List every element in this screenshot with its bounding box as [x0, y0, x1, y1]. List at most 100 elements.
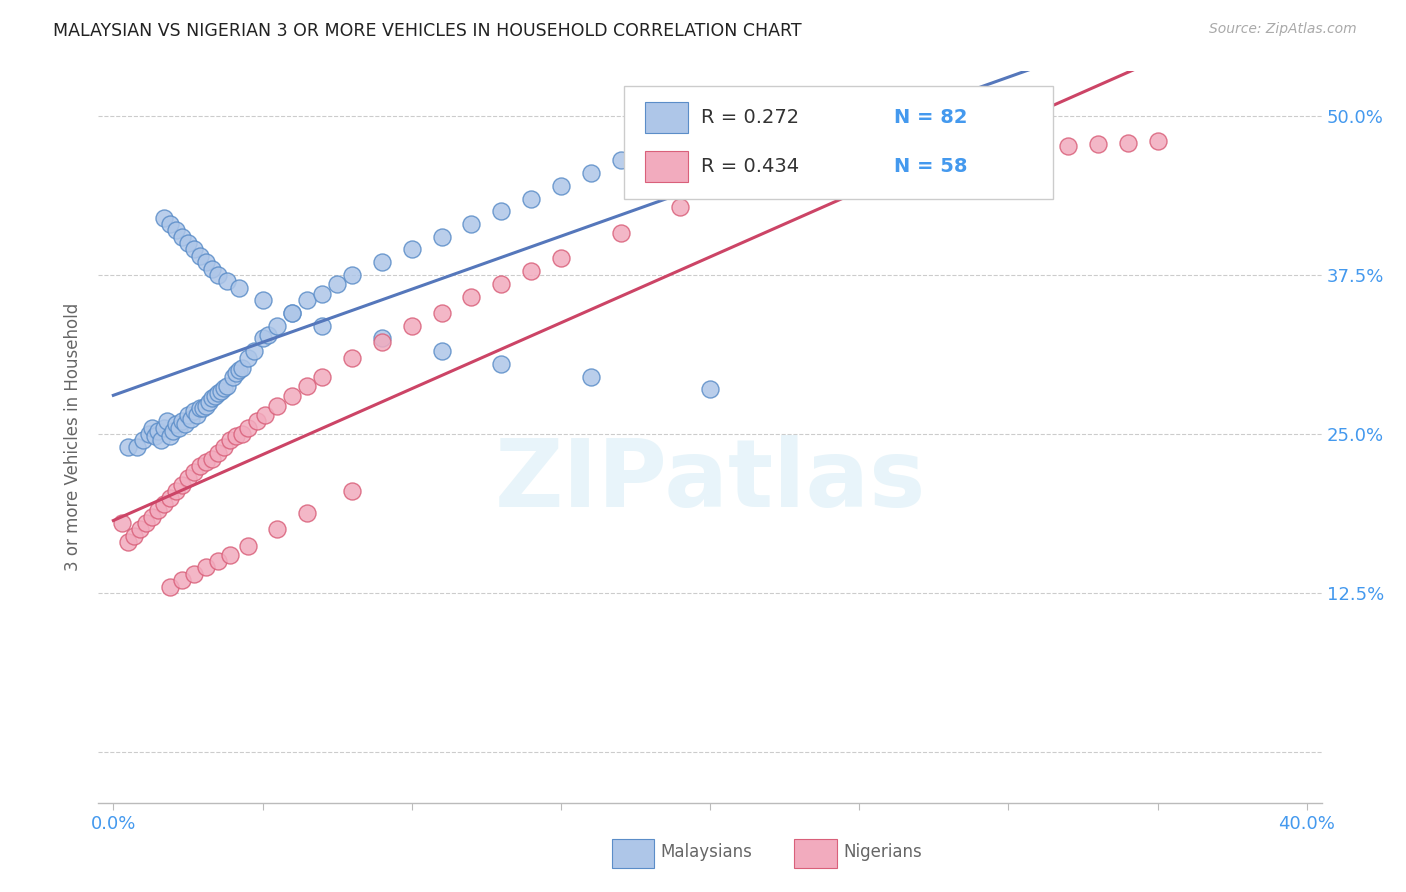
- Point: [225, 366, 247, 380]
- Point: [609, 226, 631, 240]
- Point: [281, 306, 304, 320]
- Point: [297, 506, 319, 520]
- Point: [311, 369, 333, 384]
- Point: [967, 145, 990, 159]
- Point: [146, 425, 169, 439]
- Point: [129, 522, 152, 536]
- Point: [669, 147, 692, 161]
- Point: [174, 417, 197, 431]
- Point: [212, 440, 235, 454]
- Point: [728, 134, 751, 148]
- Point: [201, 452, 224, 467]
- Point: [430, 229, 453, 244]
- Point: [297, 378, 319, 392]
- Point: [143, 429, 166, 443]
- Point: [135, 516, 157, 530]
- Point: [141, 509, 163, 524]
- Point: [188, 249, 211, 263]
- Point: [728, 178, 751, 193]
- Point: [167, 420, 190, 434]
- Point: [170, 573, 193, 587]
- Point: [218, 434, 240, 448]
- Point: [758, 128, 780, 142]
- Point: [242, 344, 264, 359]
- Text: Nigerians: Nigerians: [844, 843, 922, 861]
- Point: [266, 318, 288, 333]
- Point: [1146, 134, 1168, 148]
- Point: [938, 109, 960, 123]
- Text: ZIPatlas: ZIPatlas: [495, 435, 925, 527]
- Point: [225, 429, 247, 443]
- Point: [191, 401, 214, 416]
- Y-axis label: 3 or more Vehicles in Household: 3 or more Vehicles in Household: [65, 303, 83, 571]
- Text: N = 82: N = 82: [894, 108, 967, 127]
- Point: [1026, 141, 1049, 155]
- Point: [281, 389, 304, 403]
- FancyBboxPatch shape: [645, 151, 688, 182]
- Point: [183, 404, 205, 418]
- Point: [207, 268, 229, 282]
- Point: [257, 327, 280, 342]
- Point: [153, 420, 176, 434]
- FancyBboxPatch shape: [624, 86, 1053, 200]
- Point: [252, 293, 274, 308]
- Point: [162, 425, 184, 439]
- Point: [401, 243, 423, 257]
- Point: [311, 287, 333, 301]
- Point: [170, 477, 193, 491]
- Point: [266, 399, 288, 413]
- Point: [127, 440, 149, 454]
- Point: [183, 243, 205, 257]
- Point: [340, 484, 363, 499]
- Point: [281, 306, 304, 320]
- Point: [194, 255, 217, 269]
- Point: [221, 369, 243, 384]
- Point: [165, 417, 187, 431]
- Point: [520, 192, 543, 206]
- Point: [669, 201, 692, 215]
- Point: [209, 384, 232, 398]
- Point: [1116, 136, 1139, 150]
- Text: R = 0.272: R = 0.272: [702, 108, 800, 127]
- Point: [183, 566, 205, 581]
- Point: [218, 548, 240, 562]
- Point: [153, 497, 176, 511]
- Point: [146, 503, 169, 517]
- Point: [228, 363, 250, 377]
- Text: Malaysians: Malaysians: [661, 843, 752, 861]
- Point: [877, 112, 900, 126]
- Point: [231, 360, 253, 375]
- Point: [194, 399, 217, 413]
- Point: [252, 331, 274, 345]
- Point: [188, 401, 211, 416]
- Point: [177, 408, 200, 422]
- Point: [170, 229, 193, 244]
- Point: [340, 268, 363, 282]
- Point: [198, 395, 221, 409]
- Point: [236, 351, 259, 365]
- Point: [371, 335, 394, 350]
- Point: [245, 414, 267, 428]
- Point: [228, 280, 250, 294]
- Point: [159, 217, 181, 231]
- Text: MALAYSIAN VS NIGERIAN 3 OR MORE VEHICLES IN HOUSEHOLD CORRELATION CHART: MALAYSIAN VS NIGERIAN 3 OR MORE VEHICLES…: [53, 22, 801, 40]
- Point: [789, 121, 811, 136]
- Point: [159, 491, 181, 505]
- Point: [138, 426, 160, 441]
- Point: [132, 434, 155, 448]
- Point: [699, 383, 721, 397]
- Point: [550, 178, 572, 193]
- Point: [789, 162, 811, 177]
- Point: [177, 236, 200, 251]
- Point: [207, 386, 229, 401]
- Point: [460, 217, 482, 231]
- Point: [153, 211, 176, 225]
- Point: [183, 465, 205, 479]
- Point: [371, 331, 394, 345]
- Text: R = 0.434: R = 0.434: [702, 157, 800, 176]
- Point: [212, 381, 235, 395]
- Point: [236, 420, 259, 434]
- Point: [215, 274, 238, 288]
- Point: [207, 554, 229, 568]
- Point: [170, 414, 193, 428]
